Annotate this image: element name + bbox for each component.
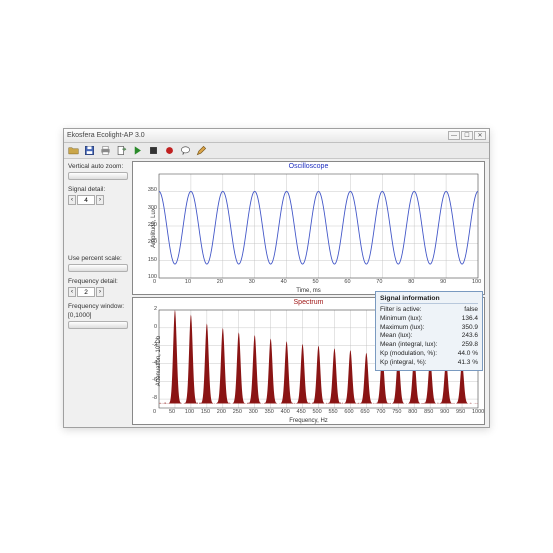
edit-icon[interactable] xyxy=(195,145,207,157)
app-title: Ekosfera Ecolight-AP 3.0 xyxy=(67,132,145,139)
vertical-zoom-label: Vertical auto zoom: xyxy=(68,163,128,170)
export-icon[interactable] xyxy=(115,145,127,157)
percent-scale-slider[interactable] xyxy=(68,264,128,272)
titlebar[interactable]: Ekosfera Ecolight-AP 3.0 — ☐ ✕ xyxy=(64,129,489,143)
info-row: Minimum (lux):136.4 xyxy=(380,315,478,324)
info-row: Mean (integral, lux):259.8 xyxy=(380,341,478,350)
comment-icon[interactable] xyxy=(179,145,191,157)
freq-window-slider[interactable] xyxy=(68,321,128,329)
minimize-button[interactable]: — xyxy=(448,131,460,140)
freq-window-group: Frequency window: [0,1000] xyxy=(68,303,128,329)
percent-scale-label: Use percent scale: xyxy=(68,255,128,262)
oscilloscope-chart: Oscilloscope Amplitude, Lux Time, ms 010… xyxy=(132,161,485,295)
freq-window-value: [0,1000] xyxy=(68,312,128,319)
info-row: Maximum (lux):350.9 xyxy=(380,324,478,333)
freq-detail-inc[interactable]: › xyxy=(96,287,104,297)
signal-detail-inc[interactable]: › xyxy=(96,195,104,205)
toolbar xyxy=(64,143,489,159)
info-row: Filter is active:false xyxy=(380,306,478,315)
app-window: Ekosfera Ecolight-AP 3.0 — ☐ ✕ Vertical … xyxy=(63,128,490,428)
info-row: Kp (modulation, %):44.0 % xyxy=(380,350,478,359)
freq-detail-input[interactable] xyxy=(77,287,95,297)
freq-detail-label: Frequency detail: xyxy=(68,278,128,285)
signal-detail-dec[interactable]: ‹ xyxy=(68,195,76,205)
signal-detail-input[interactable] xyxy=(77,195,95,205)
sidebar: Vertical auto zoom: Signal detail: ‹ › U… xyxy=(64,159,132,427)
content-area: Vertical auto zoom: Signal detail: ‹ › U… xyxy=(64,159,489,427)
maximize-button[interactable]: ☐ xyxy=(461,131,473,140)
record-icon[interactable] xyxy=(163,145,175,157)
signal-info-title: Signal information xyxy=(380,295,478,304)
stop-icon[interactable] xyxy=(147,145,159,157)
signal-detail-label: Signal detail: xyxy=(68,186,128,193)
freq-window-label: Frequency window: xyxy=(68,303,128,310)
signal-detail-group: Signal detail: ‹ › xyxy=(68,186,128,205)
print-icon[interactable] xyxy=(99,145,111,157)
save-icon[interactable] xyxy=(83,145,95,157)
vertical-zoom-group: Vertical auto zoom: xyxy=(68,163,128,180)
info-row: Mean (lux):243.6 xyxy=(380,332,478,341)
percent-scale-group: Use percent scale: xyxy=(68,255,128,272)
freq-detail-stepper[interactable]: ‹ › xyxy=(68,287,128,297)
signal-detail-stepper[interactable]: ‹ › xyxy=(68,195,128,205)
freq-detail-group: Frequency detail: ‹ › xyxy=(68,278,128,297)
freq-detail-dec[interactable]: ‹ xyxy=(68,287,76,297)
info-row: Kp (integral, %):41.3 % xyxy=(380,359,478,368)
close-button[interactable]: ✕ xyxy=(474,131,486,140)
folder-icon[interactable] xyxy=(67,145,79,157)
play-icon[interactable] xyxy=(131,145,143,157)
charts-area: Oscilloscope Amplitude, Lux Time, ms 010… xyxy=(132,159,489,427)
vertical-zoom-slider[interactable] xyxy=(68,172,128,180)
signal-info-panel: Signal information Filter is active:fals… xyxy=(375,291,483,371)
